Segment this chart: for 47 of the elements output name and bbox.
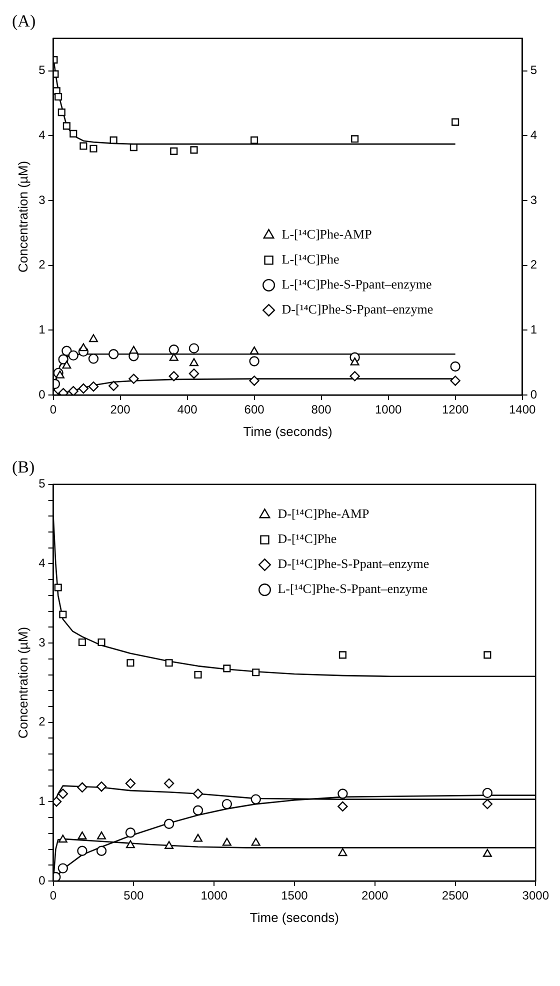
x-tick-label: 2000	[362, 888, 389, 903]
y-tick-label: 3	[38, 192, 46, 207]
y2-tick-label: 0	[530, 387, 538, 402]
legend-label: L-[¹⁴C]Phe-S-Ppant–enzyme	[278, 581, 428, 596]
x-tick-label: 1500	[281, 888, 308, 903]
y-tick-label: 1	[38, 794, 46, 808]
x-tick-label: 3000	[522, 888, 550, 903]
y-tick-label: 5	[38, 476, 46, 491]
y-tick-label: 2	[38, 258, 46, 272]
legend-label: D-[¹⁴C]Phe	[278, 531, 337, 546]
y-tick-label: 4	[38, 556, 46, 570]
x-tick-label: 600	[244, 402, 265, 417]
x-tick-label: 1200	[442, 402, 469, 417]
x-tick-label: 1400	[508, 402, 536, 417]
y-axis-title: Concentration (µM)	[15, 626, 30, 738]
x-tick-label: 800	[311, 402, 332, 417]
legend-label: D-[¹⁴C]Phe-S-Ppant–enzyme	[278, 556, 430, 572]
legend-label: L-[¹⁴C]Phe-S-Ppant–enzyme	[282, 276, 432, 292]
y-tick-label: 4	[38, 128, 46, 142]
chart-title: (A)	[12, 12, 36, 31]
x-tick-label: 400	[177, 402, 198, 417]
legend-label: L-[¹⁴C]Phe-AMP	[282, 226, 372, 242]
x-tick-label: 1000	[200, 888, 228, 903]
chart-title: (B)	[12, 458, 35, 477]
y2-tick-label: 1	[530, 322, 538, 336]
x-axis-title: Time (seconds)	[250, 910, 340, 925]
y-tick-label: 0	[38, 873, 46, 888]
y2-tick-label: 3	[530, 192, 538, 207]
x-axis-title: Time (seconds)	[243, 424, 332, 439]
y-tick-label: 2	[38, 714, 46, 729]
x-tick-label: 200	[110, 402, 131, 417]
y-tick-label: 1	[38, 322, 46, 336]
x-tick-label: 2500	[442, 888, 469, 903]
legend-label: D-[¹⁴C]Phe-AMP	[278, 506, 370, 522]
y-tick-label: 0	[38, 387, 46, 402]
x-tick-label: 500	[124, 888, 144, 903]
x-tick-label: 0	[50, 888, 57, 903]
y2-tick-label: 2	[530, 258, 538, 272]
y-tick-label: 3	[38, 635, 46, 650]
y2-tick-label: 5	[530, 63, 538, 78]
y-tick-label: 5	[38, 63, 46, 78]
x-tick-label: 1000	[374, 402, 402, 417]
x-tick-label: 0	[50, 402, 57, 417]
y2-tick-label: 4	[530, 128, 538, 142]
legend-label: D-[¹⁴C]Phe-S-Ppant–enzyme	[282, 302, 434, 317]
y-axis-title: Concentration (µM)	[15, 160, 30, 272]
legend-label: L-[¹⁴C]Phe	[282, 252, 340, 267]
